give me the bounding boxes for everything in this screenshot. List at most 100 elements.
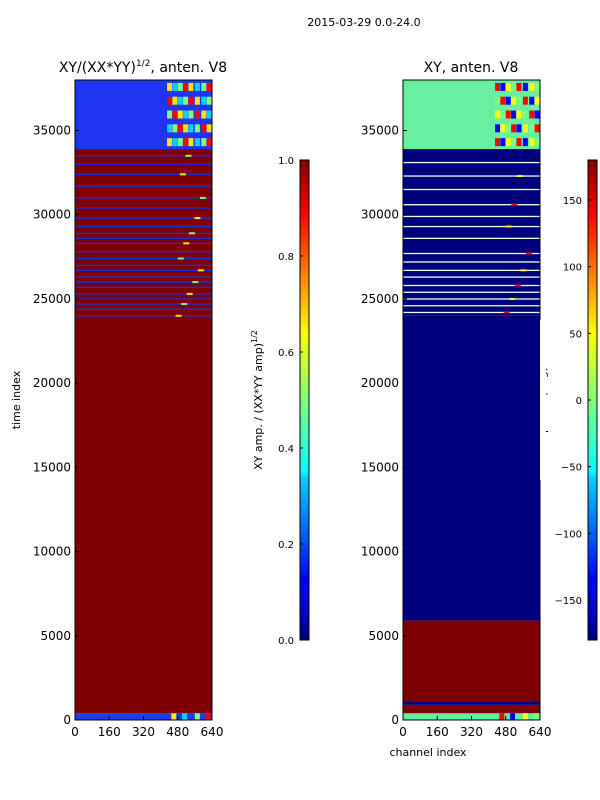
left-ylabel: time index [10, 370, 23, 429]
left-stripe-11 [75, 251, 212, 253]
left-xtick-label-3: 480 [166, 725, 189, 739]
right-x-axis: 0 160 320 480 640 [399, 716, 551, 739]
right-stripe-9 [403, 237, 540, 240]
right-stripe-6 [403, 269, 540, 272]
left-rfi-patch-15 [183, 138, 189, 147]
left-colorbar-tick-label-5: 1.0 [278, 156, 294, 167]
right-rfi-patch-23 [516, 96, 522, 105]
right-rfi-patch-13 [505, 96, 511, 105]
right-rfi-patch-7 [500, 110, 506, 119]
left-rfi-patch-6 [172, 124, 178, 133]
right-ytick-label-4: 20000 [361, 376, 399, 390]
left-rfi-patch-36 [206, 124, 212, 133]
left-rfi-patch-17 [183, 110, 189, 119]
right-rfi-patch-5 [500, 138, 506, 147]
right-stripe-5 [403, 276, 540, 278]
left-rfi-patch-3 [167, 96, 173, 105]
left-x-axis: 0 160 320 480 640 [71, 716, 223, 739]
left-rfi-patch-2 [167, 110, 173, 119]
right-rfi-patch-20 [516, 138, 522, 147]
right-panel: XY, anten. V8 0 160 320 480 640 0 5000 10000 15… [361, 60, 552, 759]
left-stripe-patch-14 [188, 232, 195, 235]
left-stripe-13 [75, 237, 212, 240]
figure-suptitle: 2015-03-29 0.0-24.0 [307, 16, 420, 29]
right-rfi-patch-37 [534, 110, 540, 119]
right-region-4 [403, 315, 540, 621]
left-colorbar-tick-label-0: 0.0 [278, 636, 294, 647]
right-rfi-patch-28 [522, 96, 528, 105]
right-rfi-patch-1 [495, 124, 501, 133]
left-rfi-patch-16 [183, 124, 189, 133]
right-stripe-patch-6 [520, 269, 527, 272]
right-colorbar-tick-label-1: −100 [555, 529, 582, 540]
left-rfi-patch-20 [188, 138, 194, 147]
left-bottom-patch-1 [182, 713, 188, 720]
left-rfi-patch-31 [201, 124, 207, 133]
left-stripe-15 [75, 225, 212, 228]
left-rfi-patch-23 [188, 96, 194, 105]
right-rfi-patch-39 [534, 82, 540, 91]
left-ytick-label-0: 0 [63, 713, 71, 727]
right-colorbar-ticks: −150 −100 −50 0 50 100 150 [555, 196, 591, 607]
left-ytick-label-7: 35000 [33, 124, 71, 138]
left-region-1 [75, 317, 212, 714]
left-stripe-patch-18 [200, 196, 207, 199]
left-stripe-patch-4 [186, 292, 193, 295]
right-ytick-label-7: 35000 [361, 124, 399, 138]
right-stripe-0 [403, 311, 540, 314]
left-stripe-0 [75, 315, 212, 317]
left-rfi-patch-26 [194, 124, 200, 133]
left-rfi-patch-32 [201, 110, 207, 119]
left-bottom-patch-3 [205, 713, 211, 720]
left-rfi-patch-37 [206, 110, 212, 119]
right-stripe-12 [403, 204, 540, 206]
right-rfi-patch-25 [522, 138, 528, 147]
right-colorbar-tick-label-0: −150 [555, 596, 582, 607]
left-colorbar-bar [299, 159, 310, 641]
left-stripe-patch-8 [197, 269, 204, 272]
left-colorbar-tick-label-1: 0.2 [278, 540, 294, 551]
left-ytick-label-2: 10000 [33, 545, 71, 559]
right-rfi-patch-10 [505, 138, 511, 147]
left-y-axis: 0 5000 10000 15000 20000 25000 30000 35000 [33, 124, 79, 727]
left-rfi-patch-29 [194, 82, 200, 91]
right-colorbar-tick-label-4: 50 [569, 329, 582, 340]
left-stripe-patch-10 [177, 257, 184, 260]
right-bottom-patch-2 [522, 713, 528, 720]
right-stripe-2 [403, 298, 540, 300]
right-stripe-patch-14 [516, 175, 523, 177]
left-xtick-label-2: 320 [132, 725, 155, 739]
left-rfi-patch-18 [183, 96, 189, 105]
right-title: XY, anten. V8 [424, 60, 519, 76]
right-stripe-patch-8 [525, 252, 532, 255]
left-stripe-patch-22 [185, 154, 192, 157]
left-stripe-4 [75, 293, 212, 295]
right-xtick-label-3: 480 [494, 725, 517, 739]
right-rfi-patch-27 [522, 110, 528, 119]
left-rfi-patch-8 [172, 96, 178, 105]
left-rfi-patch-39 [206, 82, 212, 91]
left-stripe-14 [75, 232, 212, 234]
right-rfi-patch-35 [534, 138, 540, 147]
right-xtick-label-2: 320 [460, 725, 483, 739]
right-rfi-patch-17 [511, 110, 517, 119]
right-rfi-patch-11 [505, 124, 511, 133]
left-stripe-9 [75, 264, 212, 266]
right-stripe-3 [403, 291, 540, 293]
left-xtick-label-0: 0 [71, 725, 79, 739]
right-rfi-patch-15 [511, 138, 517, 147]
left-rfi-patch-28 [194, 96, 200, 105]
right-rfi-patch-19 [511, 82, 517, 91]
right-rfi-patch-12 [505, 110, 511, 119]
left-rfi-patch-25 [194, 138, 200, 147]
left-rfi-patch-35 [206, 138, 212, 147]
right-rfi-patch-3 [495, 96, 501, 105]
left-xtick-label-1: 160 [98, 725, 121, 739]
left-xtick-label-4: 640 [201, 725, 224, 739]
right-ytick-label-3: 15000 [361, 460, 399, 474]
left-stripe-patch-2 [181, 303, 188, 305]
right-ytick-label-2: 10000 [361, 545, 399, 559]
left-stripe-18 [75, 197, 212, 199]
left-ytick-label-4: 20000 [33, 376, 71, 390]
